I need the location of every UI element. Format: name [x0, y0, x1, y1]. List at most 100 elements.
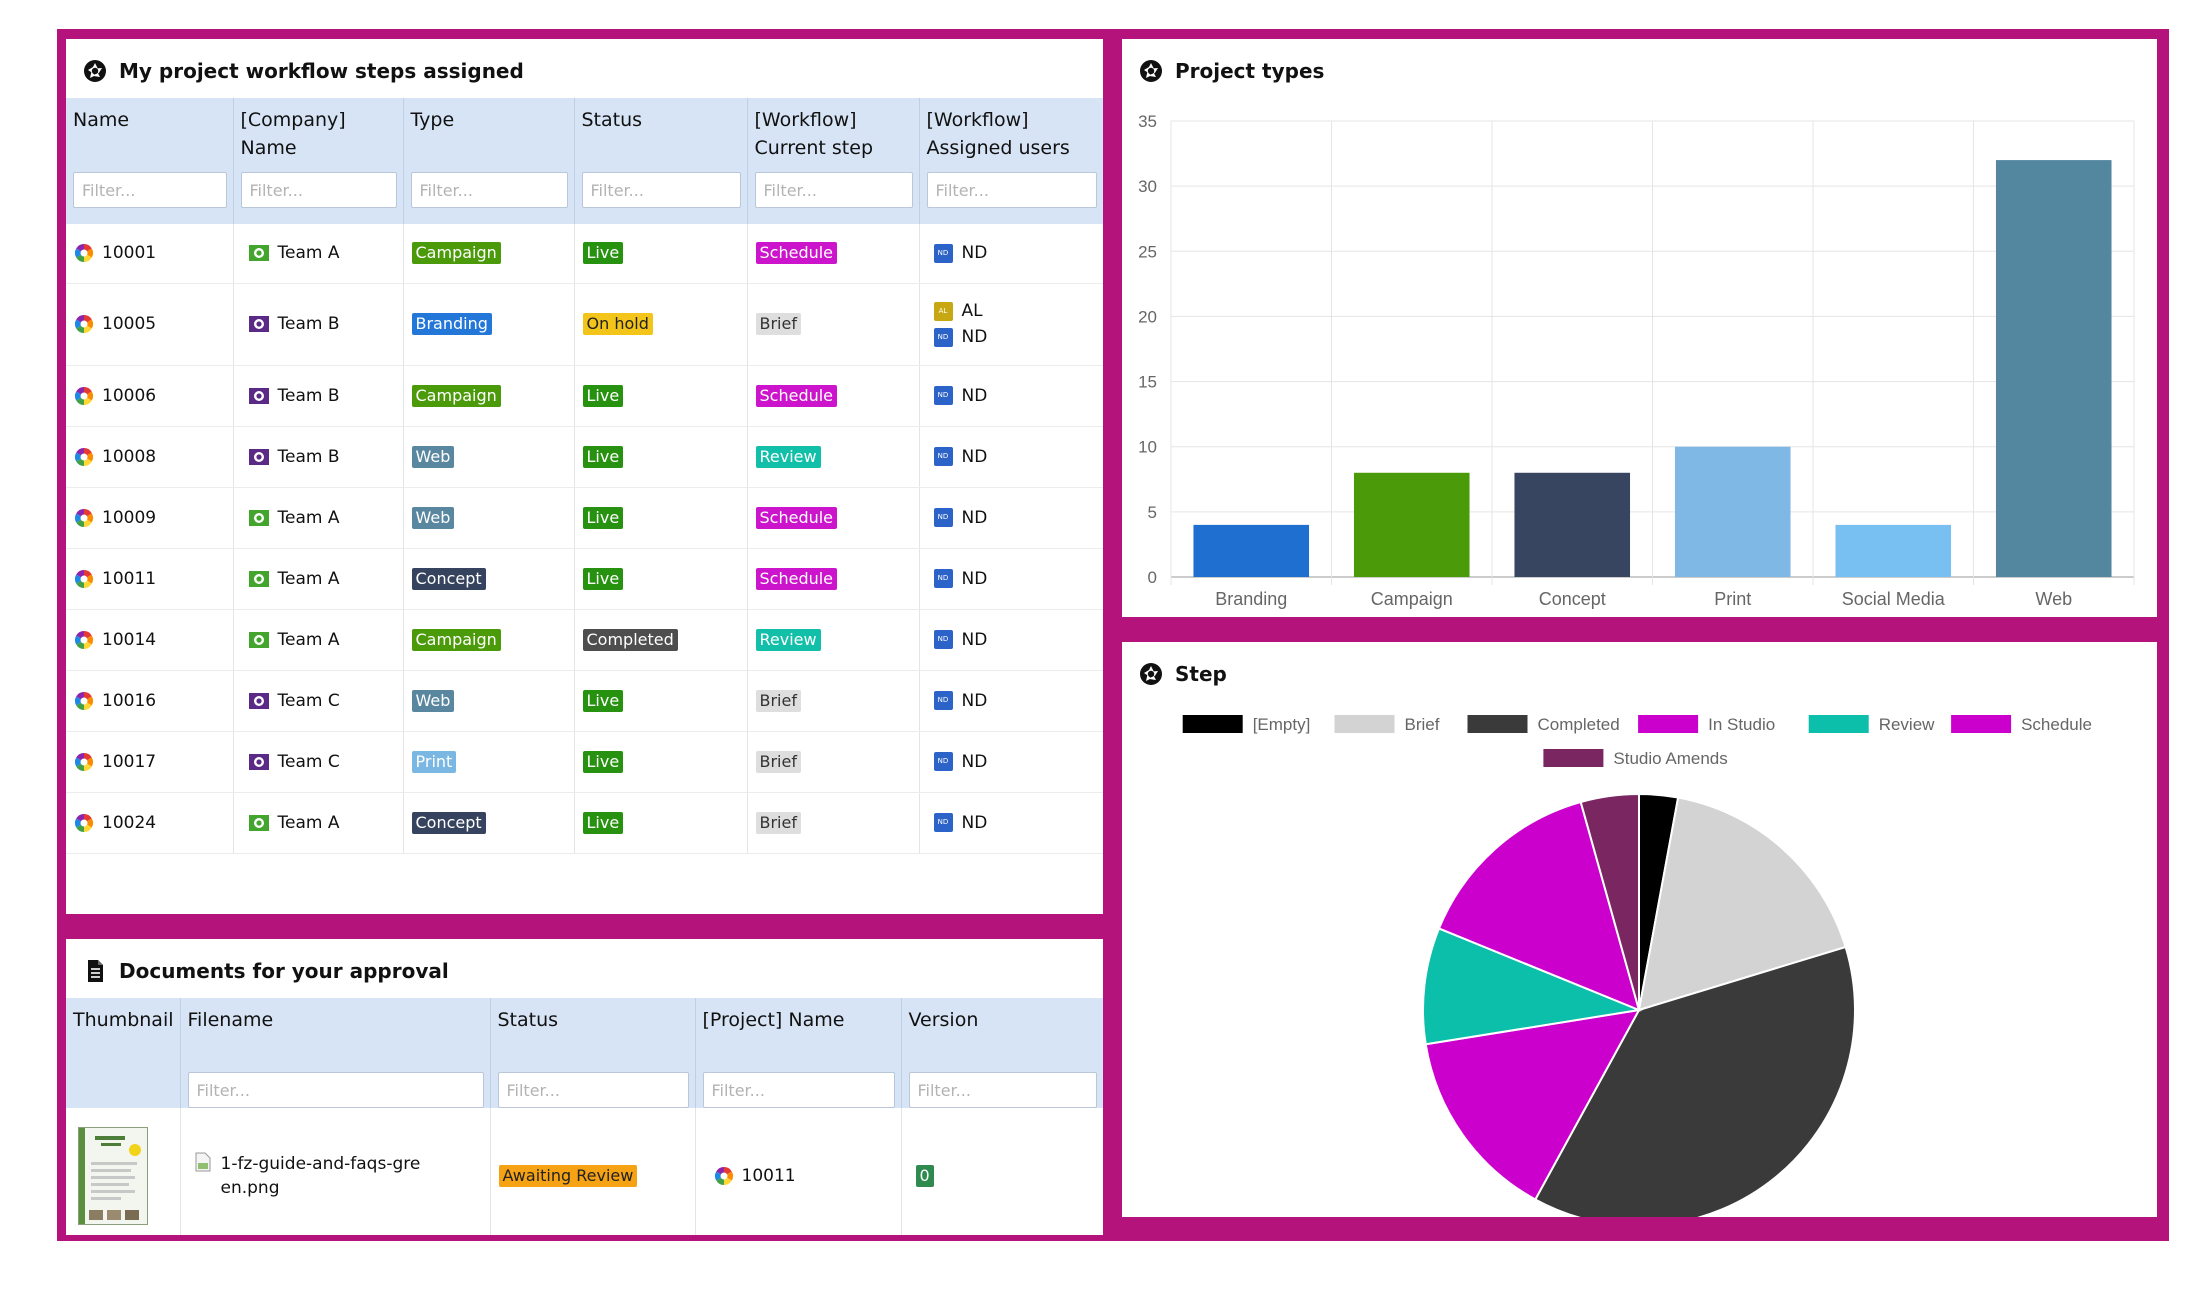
column-header[interactable]: [Workflow] Assigned users — [919, 98, 1103, 224]
bar-social-media[interactable] — [1835, 524, 1952, 577]
legend-item[interactable]: Brief — [1334, 715, 1440, 734]
pie-slice-review[interactable] — [1422, 927, 1643, 1046]
company-cell[interactable]: Team A — [233, 548, 404, 610]
pie-slice-in-studio[interactable] — [1424, 1008, 1641, 1201]
company-cell[interactable]: Team C — [233, 670, 404, 732]
project-name[interactable]: 10016 — [102, 690, 157, 711]
column-header[interactable]: [Workflow] Current step — [747, 98, 920, 224]
column-filter-input[interactable] — [754, 172, 913, 208]
bar-print[interactable] — [1674, 446, 1791, 577]
project-name[interactable]: 10024 — [102, 812, 157, 833]
company-name[interactable]: Team B — [277, 385, 340, 406]
assigned-user[interactable]: ND ND — [933, 749, 1096, 775]
legend-item[interactable]: Schedule — [1951, 715, 2092, 734]
company-name[interactable]: Team B — [277, 446, 340, 467]
legend-item[interactable]: In Studio — [1638, 715, 1775, 734]
table-row[interactable]: 10017 Team C Print Live Brief ND ND — [66, 731, 1103, 793]
column-filter-input[interactable] — [702, 1072, 895, 1108]
bar-web[interactable] — [1995, 160, 2112, 577]
project-name[interactable]: 10011 — [102, 568, 157, 589]
legend-item[interactable]: Completed — [1467, 715, 1620, 734]
company-cell[interactable]: Team A — [233, 609, 404, 671]
company-cell[interactable]: Team A — [233, 792, 404, 854]
column-header[interactable]: Filename — [180, 998, 491, 1108]
legend-item[interactable]: Studio Amends — [1543, 749, 1728, 768]
pie-slice-completed[interactable] — [1533, 945, 1856, 1217]
column-filter-input[interactable] — [73, 172, 227, 208]
project-name-cell[interactable]: 10017 — [66, 731, 234, 793]
table-row[interactable]: 10016 Team C Web Live Brief ND ND — [66, 670, 1103, 732]
pie-slice-studio-amends[interactable] — [1579, 792, 1640, 1011]
company-cell[interactable]: Team B — [233, 426, 404, 488]
table-row[interactable]: 1-fz-guide-and-faqs-green.png Awaiting Re… — [66, 1108, 1103, 1235]
document-thumbnail[interactable] — [78, 1127, 148, 1226]
project-name[interactable]: 10017 — [102, 751, 157, 772]
project-name-cell[interactable]: 10014 — [66, 609, 234, 671]
bar-campaign[interactable] — [1353, 472, 1470, 577]
column-filter-input[interactable] — [581, 172, 741, 208]
project-name-cell[interactable]: 10011 — [66, 548, 234, 610]
column-header[interactable]: Version — [901, 998, 1103, 1108]
assigned-user[interactable]: ND ND — [933, 444, 1096, 470]
legend-item[interactable]: Review — [1808, 715, 1935, 734]
assigned-user[interactable]: ND ND — [933, 324, 1096, 350]
assigned-user[interactable]: ND ND — [933, 240, 1096, 266]
assigned-user[interactable]: ND ND — [933, 566, 1096, 592]
company-name[interactable]: Team A — [277, 243, 340, 264]
assigned-user[interactable]: AL AL — [933, 298, 1096, 324]
company-name[interactable]: Team C — [277, 751, 340, 772]
table-row[interactable]: 10009 Team A Web Live Schedule ND ND — [66, 487, 1103, 549]
column-header[interactable]: [Company] Name — [233, 98, 404, 224]
project-name[interactable]: 10005 — [102, 314, 157, 334]
company-name[interactable]: Team A — [277, 568, 340, 589]
table-row[interactable]: 10006 Team B Campaign Live Schedule ND ND — [66, 365, 1103, 427]
thumbnail-cell[interactable] — [66, 1108, 181, 1235]
column-header[interactable]: Name — [66, 98, 234, 224]
assigned-user[interactable]: ND ND — [933, 383, 1096, 409]
filename-text[interactable]: 1-fz-guide-and-faqs-green.png — [220, 1154, 421, 1199]
project-name-cell[interactable]: 10024 — [66, 792, 234, 854]
project-name-cell[interactable]: 10009 — [66, 487, 234, 549]
project-name-cell[interactable]: 10016 — [66, 670, 234, 732]
table-row[interactable]: 10001 Team A Campaign Live Schedule ND ND — [66, 224, 1103, 284]
table-row[interactable]: 10024 Team A Concept Live Brief ND ND — [66, 792, 1103, 854]
column-header[interactable]: Thumbnail — [66, 998, 181, 1108]
company-cell[interactable]: Team C — [233, 731, 404, 793]
pie-slice-schedule[interactable] — [1437, 800, 1641, 1012]
column-header[interactable]: Status — [490, 998, 696, 1108]
project-name[interactable]: 10001 — [102, 243, 157, 264]
table-row[interactable]: 10011 Team A Concept Live Schedule ND ND — [66, 548, 1103, 610]
filename-cell[interactable]: 1-fz-guide-and-faqs-green.png — [180, 1108, 491, 1235]
project-name-cell[interactable]: 10001 — [66, 224, 234, 284]
legend-item[interactable]: [Empty] — [1182, 715, 1311, 734]
assigned-user[interactable]: ND ND — [933, 505, 1096, 531]
column-filter-input[interactable] — [187, 1072, 484, 1108]
assigned-user[interactable]: ND ND — [933, 810, 1096, 836]
company-cell[interactable]: Team A — [233, 487, 404, 549]
project-name[interactable]: 10008 — [102, 446, 157, 467]
project-name[interactable]: 10011 — [741, 1166, 796, 1187]
column-header[interactable]: [Project] Name — [695, 998, 902, 1108]
table-row[interactable]: 10008 Team B Web Live Review ND ND — [66, 426, 1103, 488]
pie-slice-brief[interactable] — [1637, 796, 1847, 1012]
project-name-cell[interactable]: 10005 — [66, 283, 234, 366]
table-row[interactable]: 10005 Team B Branding On hold Brief AL AL ND ND — [66, 283, 1103, 366]
assigned-user[interactable]: ND ND — [933, 627, 1096, 653]
company-name[interactable]: Team A — [277, 507, 340, 528]
column-filter-input[interactable] — [240, 172, 397, 208]
company-name[interactable]: Team A — [277, 812, 340, 833]
column-header[interactable]: Status — [574, 98, 748, 224]
company-name[interactable]: Team A — [277, 629, 340, 650]
project-name-cell[interactable]: 10011 — [695, 1108, 902, 1235]
project-name[interactable]: 10006 — [102, 385, 157, 406]
company-name[interactable]: Team B — [277, 314, 340, 334]
company-cell[interactable]: Team B — [233, 283, 404, 366]
project-name[interactable]: 10009 — [102, 507, 157, 528]
project-name-cell[interactable]: 10006 — [66, 365, 234, 427]
column-filter-input[interactable] — [926, 172, 1097, 208]
company-cell[interactable]: Team B — [233, 365, 404, 427]
table-row[interactable]: 10014 Team A Campaign Completed Review ND ND — [66, 609, 1103, 671]
bar-branding[interactable] — [1193, 524, 1310, 577]
column-header[interactable]: Type — [403, 98, 575, 224]
project-name-cell[interactable]: 10008 — [66, 426, 234, 488]
